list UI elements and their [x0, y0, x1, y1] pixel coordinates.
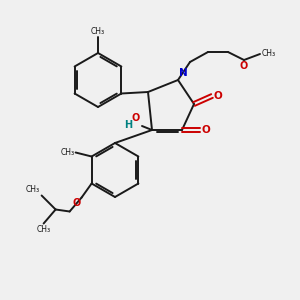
Text: O: O: [240, 61, 248, 71]
Text: CH₃: CH₃: [37, 226, 51, 235]
Text: CH₃: CH₃: [262, 50, 276, 58]
Text: O: O: [213, 91, 222, 101]
Text: O: O: [132, 113, 140, 123]
Text: N: N: [179, 68, 188, 78]
Text: CH₃: CH₃: [61, 148, 75, 157]
Text: O: O: [72, 199, 81, 208]
Text: O: O: [201, 125, 210, 135]
Text: CH₃: CH₃: [91, 27, 105, 36]
Text: CH₃: CH₃: [26, 184, 40, 194]
Text: H: H: [124, 120, 132, 130]
